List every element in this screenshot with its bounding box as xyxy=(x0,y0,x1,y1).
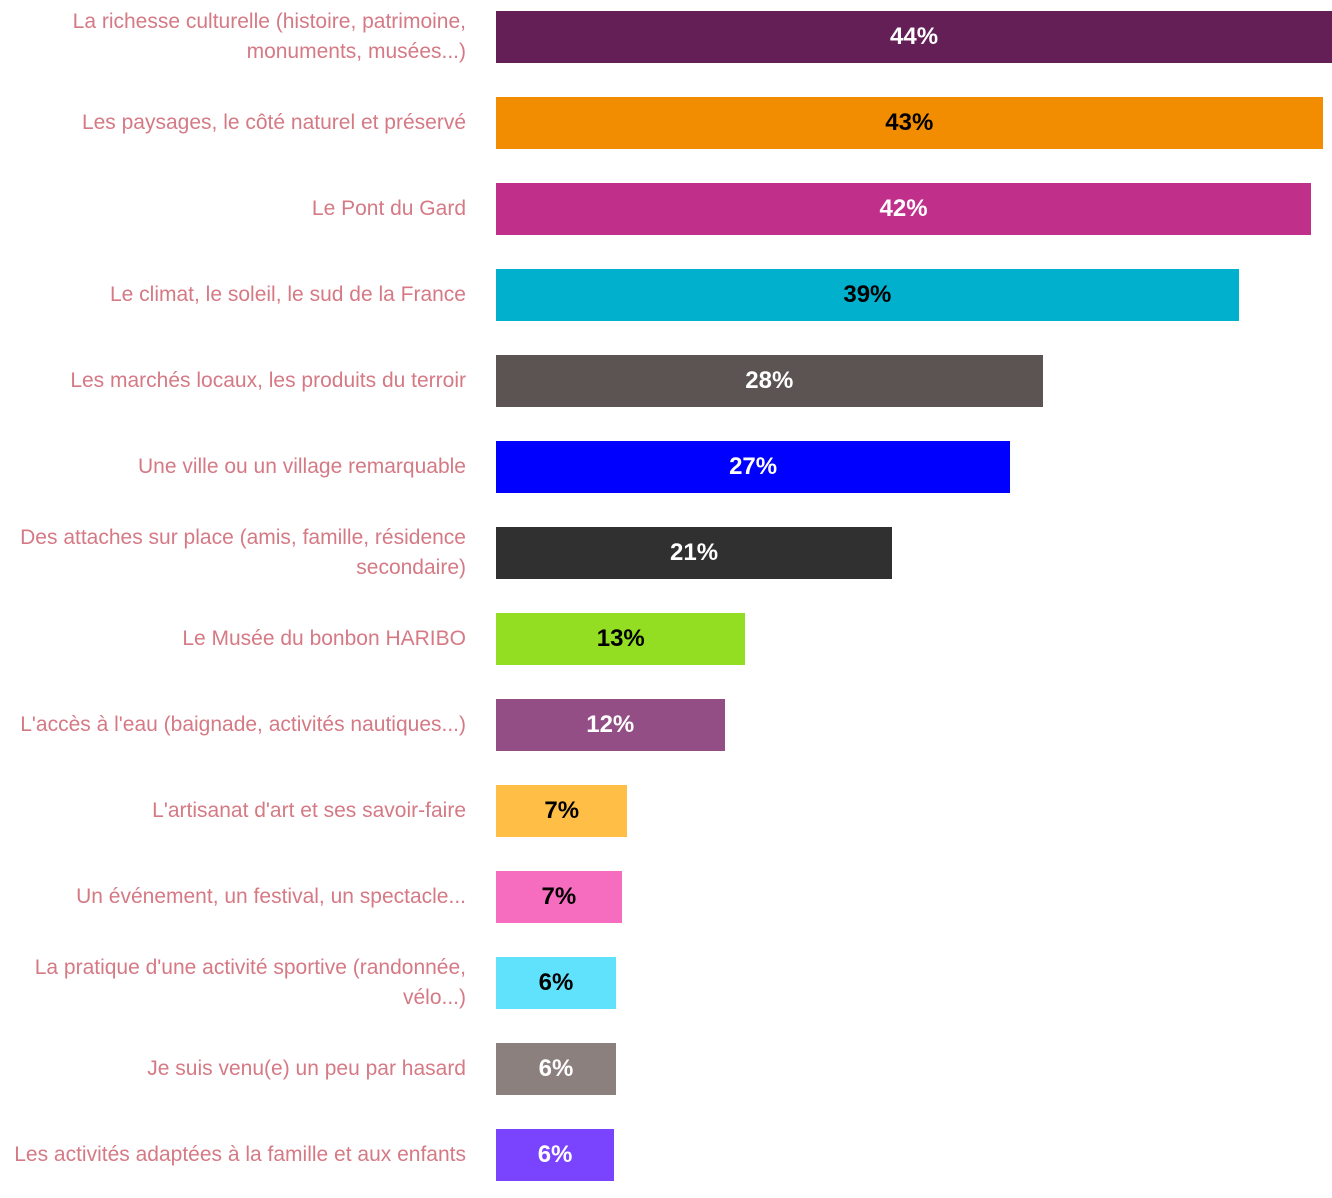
bar: 21% xyxy=(496,527,893,579)
bar: 6% xyxy=(496,957,616,1009)
bar: 12% xyxy=(496,699,725,751)
bar: 28% xyxy=(496,355,1043,407)
bar: 43% xyxy=(496,97,1323,149)
bar: 39% xyxy=(496,269,1239,321)
value-label: 43% xyxy=(885,109,934,136)
category-label: La richesse culturelle (histoire, patrim… xyxy=(72,10,466,63)
category-label: Une ville ou un village remarquable xyxy=(137,455,466,478)
category-label: Un événement, un festival, un spectacle.… xyxy=(76,885,466,908)
value-label: 7% xyxy=(541,883,577,910)
category-label: Le Pont du Gard xyxy=(311,197,466,220)
value-label: 39% xyxy=(843,281,892,308)
value-label: 28% xyxy=(745,367,794,394)
value-label: 6% xyxy=(538,1055,574,1082)
category-label: Les activités adaptées à la famille et a… xyxy=(14,1143,466,1166)
bar: 42% xyxy=(496,183,1312,235)
value-label: 7% xyxy=(544,797,580,824)
value-label: 44% xyxy=(890,23,939,50)
category-label: L'artisanat d'art et ses savoir-faire xyxy=(152,799,466,822)
value-label: 21% xyxy=(670,539,719,566)
value-label: 12% xyxy=(586,711,635,738)
value-label: 6% xyxy=(537,1141,573,1168)
bar: 27% xyxy=(496,441,1011,493)
value-label: 42% xyxy=(879,195,928,222)
category-label: Les paysages, le côté naturel et préserv… xyxy=(81,111,466,134)
bar: 13% xyxy=(496,613,746,665)
category-label: Je suis venu(e) un peu par hasard xyxy=(147,1057,466,1080)
category-label: Le climat, le soleil, le sud de la Franc… xyxy=(109,283,466,306)
category-label: Les marchés locaux, les produits du terr… xyxy=(70,369,466,392)
category-label: Le Musée du bonbon HARIBO xyxy=(182,627,466,650)
bar: 6% xyxy=(496,1043,616,1095)
bar: 7% xyxy=(496,871,622,923)
bar: 7% xyxy=(496,785,628,837)
value-label: 13% xyxy=(596,625,645,652)
value-label: 27% xyxy=(729,453,778,480)
category-label: L'accès à l'eau (baignade, activités nau… xyxy=(20,713,466,736)
category-label: Des attaches sur place (amis, famille, r… xyxy=(20,526,466,579)
bar: 44% xyxy=(496,11,1332,63)
bar: 6% xyxy=(496,1129,615,1181)
category-label: La pratique d'une activité sportive (ran… xyxy=(34,956,466,1009)
value-label: 6% xyxy=(538,969,574,996)
